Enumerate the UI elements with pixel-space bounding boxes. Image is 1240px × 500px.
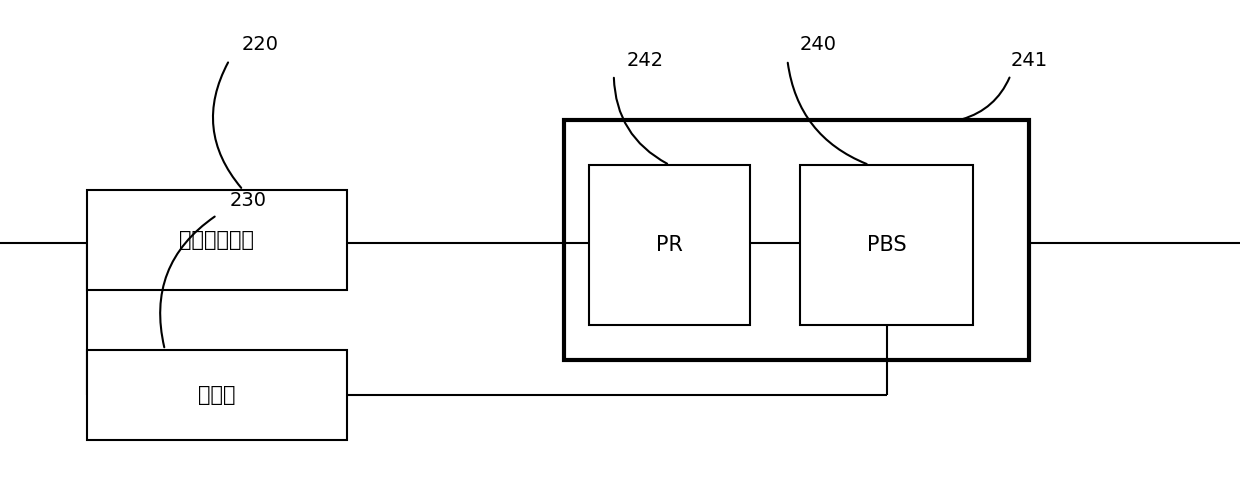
Bar (87, 350, 347, 440)
Text: 230: 230 (229, 190, 267, 210)
Text: PBS: PBS (867, 235, 906, 255)
Text: 242: 242 (626, 50, 663, 70)
Text: 调制器: 调制器 (198, 385, 236, 405)
Text: 241: 241 (1011, 50, 1048, 70)
Bar (87, 190, 347, 290)
Bar (564, 120, 1029, 360)
Text: 220: 220 (242, 36, 279, 54)
Text: 240: 240 (800, 36, 837, 54)
Text: PR: PR (656, 235, 683, 255)
Text: 偏振旋转结构: 偏振旋转结构 (180, 230, 254, 250)
Bar (589, 165, 750, 325)
Bar (800, 165, 973, 325)
